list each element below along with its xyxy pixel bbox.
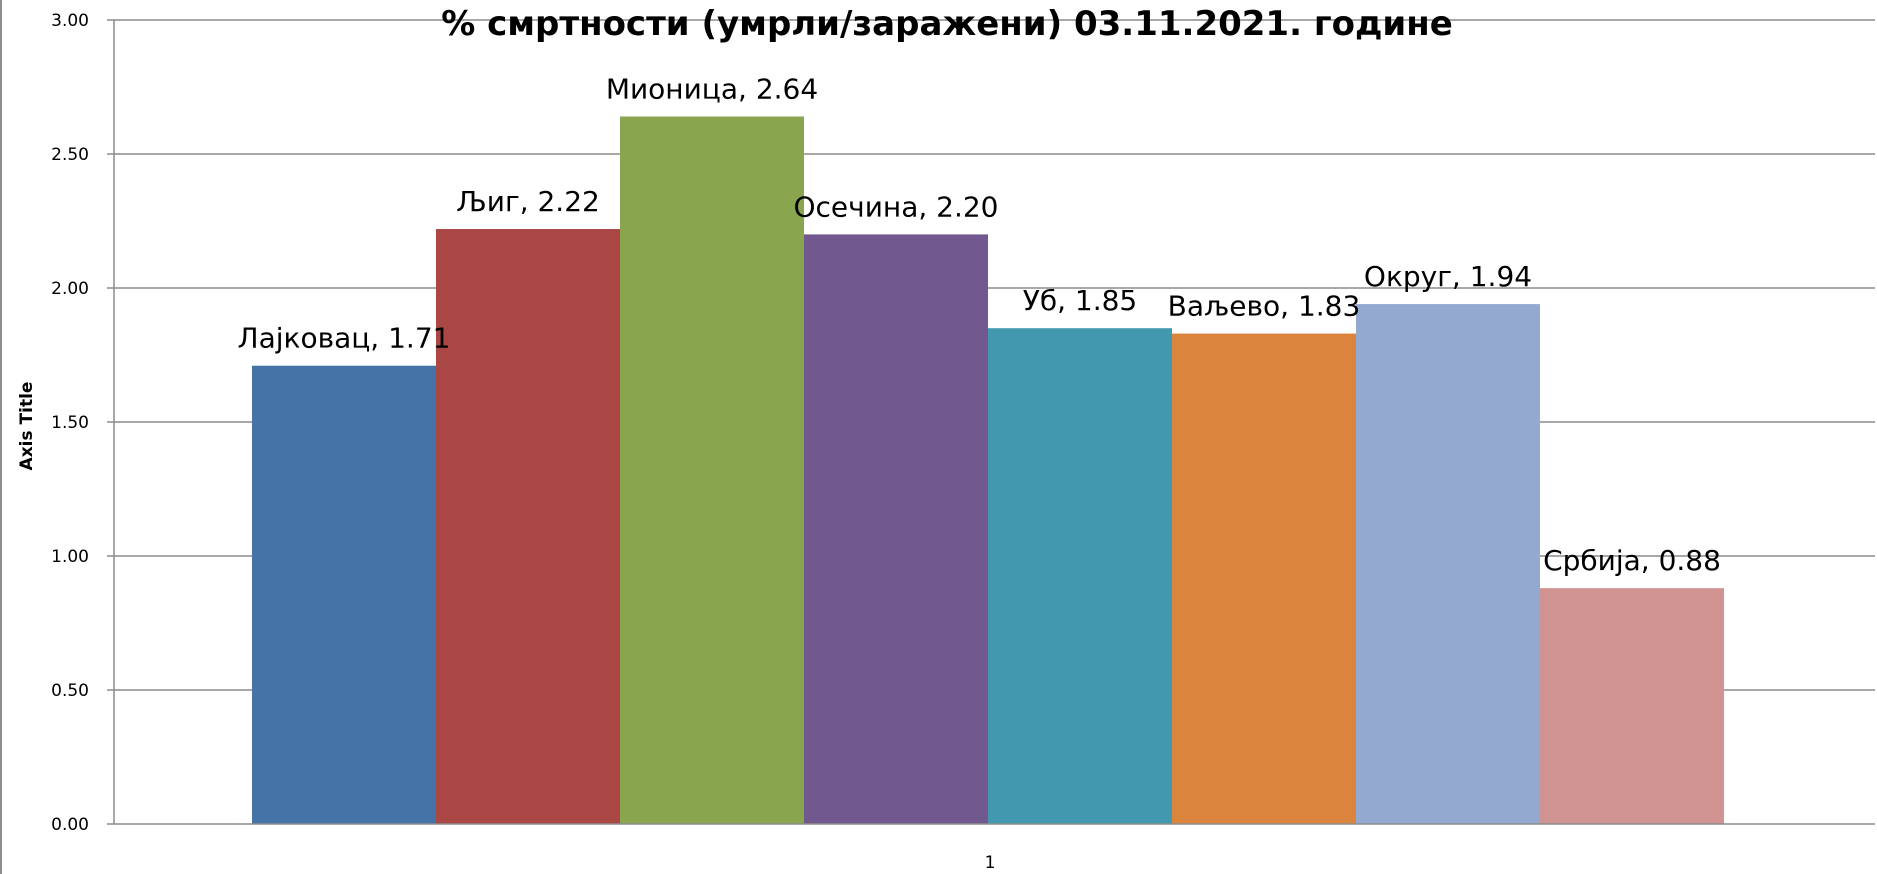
- data-label: Љиг, 2.22: [456, 185, 600, 218]
- bar: [988, 328, 1172, 824]
- data-label: Србија, 0.88: [1543, 544, 1721, 577]
- y-tick-label: 3.00: [51, 11, 89, 31]
- bar: [252, 365, 436, 824]
- y-tick-label: 0.00: [51, 815, 89, 835]
- data-label: Округ, 1.94: [1364, 260, 1532, 293]
- data-label: Лајковац, 1.71: [238, 322, 451, 355]
- data-label: Ваљево, 1.83: [1168, 290, 1361, 323]
- bar: [804, 234, 988, 824]
- data-label: Мионица, 2.64: [606, 72, 818, 105]
- axes: 0.00 0.50 1.00 1.50 2.00 2.50 3.00 1: [51, 11, 1875, 873]
- bar: [1172, 333, 1356, 824]
- bar: [436, 229, 620, 825]
- y-tick-label: 2.00: [51, 279, 89, 299]
- y-tick-label: 1.00: [51, 547, 89, 567]
- data-labels: Лајковац, 1.71 Љиг, 2.22 Мионица, 2.64 Осеч…: [238, 72, 1721, 577]
- bars: [252, 116, 1724, 825]
- data-label: Осечина, 2.20: [793, 190, 998, 223]
- y-tick-label: 0.50: [51, 681, 89, 701]
- bar: [1540, 588, 1724, 824]
- bar: [1356, 304, 1540, 825]
- y-tick-label: 2.50: [51, 145, 89, 165]
- data-label: Уб, 1.85: [1023, 284, 1137, 317]
- chart-title: % смртности (умрли/заражени) 03.11.2021.…: [441, 4, 1453, 44]
- y-tick-label: 1.50: [51, 413, 89, 433]
- x-tick-label: 1: [985, 853, 996, 873]
- y-axis-title: Axis Title: [17, 382, 37, 471]
- bar: [620, 116, 804, 825]
